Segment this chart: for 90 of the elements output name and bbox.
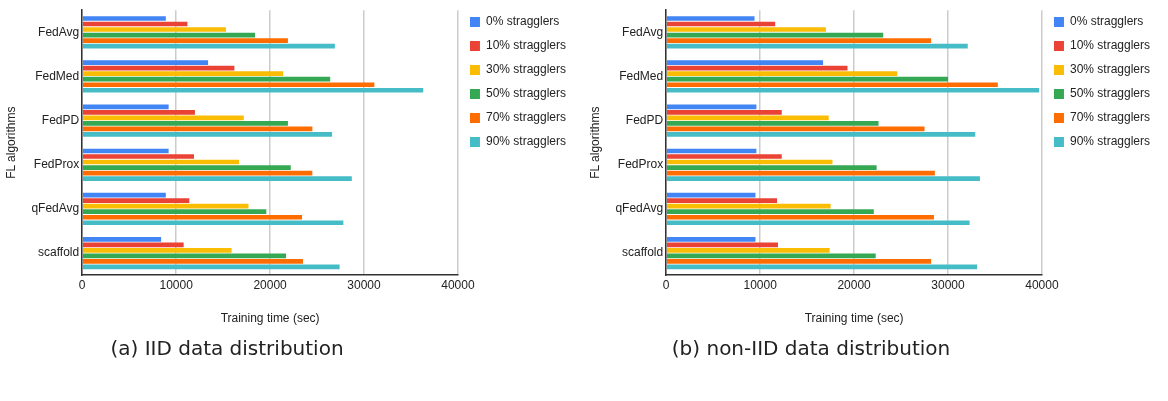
bar <box>82 132 333 137</box>
legend-label: 10% stragglers <box>485 38 567 53</box>
bar <box>82 76 331 82</box>
bar <box>666 220 970 226</box>
bar <box>666 248 830 253</box>
bar <box>666 104 757 110</box>
bar <box>82 16 166 21</box>
bar <box>666 38 932 43</box>
bar <box>82 214 303 220</box>
bar <box>666 121 879 126</box>
bar <box>666 76 949 82</box>
x-tick-label: 10000 <box>159 277 194 292</box>
x-tick-label: 0 <box>662 277 670 292</box>
y-axis-title: FL algorithms <box>587 106 602 179</box>
bar <box>82 220 344 226</box>
y-axis-title: FL algorithms <box>3 106 18 179</box>
bar <box>82 165 291 170</box>
y-tick-label: FedProx <box>33 157 80 172</box>
x-tick-label: 0 <box>78 277 86 292</box>
y-tick-label: scaffold <box>38 245 80 260</box>
bar <box>82 176 352 181</box>
bar <box>666 242 778 248</box>
bar <box>82 104 169 110</box>
text: (a) IID data distribution <box>109 336 345 360</box>
bar <box>82 198 190 204</box>
bar <box>82 65 235 71</box>
bar <box>82 236 162 242</box>
legend-label: 50% stragglers <box>485 86 567 101</box>
legend-label: 70% stragglers <box>1069 110 1151 125</box>
bar <box>666 259 932 264</box>
bar <box>82 259 303 264</box>
y-tick-label: FedAvg <box>622 24 664 39</box>
bar <box>82 87 424 93</box>
bar <box>82 82 375 88</box>
y-tick-label: qFedAvg <box>615 201 664 216</box>
bar <box>666 27 826 32</box>
legend-label: 10% stragglers <box>1069 38 1151 53</box>
bar <box>666 16 755 21</box>
y-tick-label: FedPD <box>625 112 664 127</box>
legend-label: 0% stragglers <box>485 14 560 29</box>
bar <box>666 60 824 65</box>
bar <box>666 209 874 215</box>
x-tick-label: 40000 <box>1025 277 1059 292</box>
y-tick-label: FedAvg <box>38 24 80 39</box>
bar <box>666 87 1040 93</box>
bar <box>82 154 194 159</box>
bar <box>82 121 288 126</box>
bar <box>666 176 980 181</box>
bar <box>666 109 782 115</box>
bar <box>82 248 232 253</box>
bar <box>82 38 288 43</box>
y-tick-label: FedMed <box>35 68 80 83</box>
bar <box>82 27 226 32</box>
y-tick-label: scaffold <box>622 245 664 260</box>
bar <box>666 203 831 209</box>
legend-label: 0% stragglers <box>1069 14 1144 29</box>
bar <box>82 203 249 209</box>
bar <box>666 132 976 137</box>
x-tick-label: 30000 <box>931 277 966 292</box>
x-tick-label: 30000 <box>347 277 382 292</box>
legend-label: 50% stragglers <box>1069 86 1151 101</box>
bar <box>82 242 184 248</box>
legend-label: 30% stragglers <box>485 62 567 77</box>
legend-label: 90% stragglers <box>1069 134 1151 149</box>
bar <box>82 71 284 77</box>
x-tick-label: 20000 <box>837 277 872 292</box>
text: (b) non-IID data distribution <box>670 336 952 360</box>
bar <box>666 165 877 170</box>
bar <box>666 65 848 71</box>
y-tick-label: FedPD <box>41 112 80 127</box>
y-tick-label: qFedAvg <box>31 201 80 216</box>
x-tick-label: 40000 <box>441 277 475 292</box>
x-axis-title: Training time (sec) <box>804 311 904 326</box>
legend-label: 30% stragglers <box>1069 62 1151 77</box>
legend-label: 90% stragglers <box>485 134 567 149</box>
x-axis-title: Training time (sec) <box>220 311 320 326</box>
y-tick-label: FedProx <box>617 157 664 172</box>
bar <box>82 60 209 65</box>
x-tick-label: 20000 <box>253 277 288 292</box>
bar <box>666 214 934 220</box>
x-tick-label: 10000 <box>743 277 778 292</box>
bar <box>666 82 998 88</box>
y-tick-label: FedMed <box>619 68 664 83</box>
bar <box>82 209 267 215</box>
bar <box>666 154 782 159</box>
bar <box>666 236 756 242</box>
legend-label: 70% stragglers <box>485 110 567 125</box>
bar <box>666 71 898 77</box>
bar <box>82 109 195 115</box>
bar <box>666 198 778 204</box>
